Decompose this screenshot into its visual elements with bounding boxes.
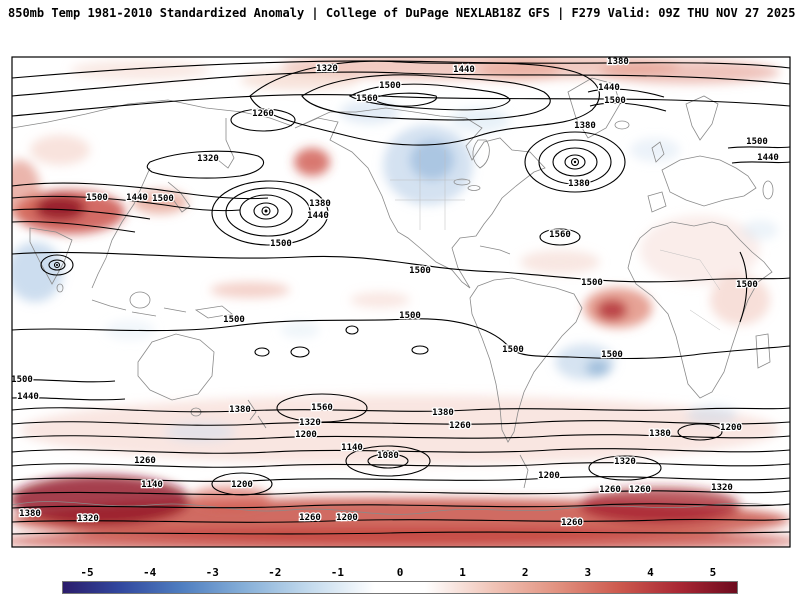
colorbar-tick-label: 0 [396, 566, 404, 579]
colorbar-tick-label: 5 [709, 566, 717, 579]
contour-label: 1320 [299, 418, 321, 428]
contour-label: 1500 [223, 315, 245, 325]
contour-label: 1500 [270, 239, 292, 249]
contour-label: 1560 [311, 403, 333, 413]
contour-labels-layer: 1320138014401500156012601440150013801320… [11, 57, 780, 529]
map-border [11, 56, 791, 548]
contour-label: 1500 [409, 266, 431, 276]
contour-label: 1260 [252, 109, 274, 119]
contour-label: 1500 [399, 311, 421, 321]
colorbar-tick-label: -3 [205, 566, 219, 579]
contour-label: 1380 [229, 405, 251, 415]
colorbar-tick-label: 1 [459, 566, 466, 579]
coastlines-layer [12, 77, 790, 515]
contour-label: 1500 [581, 278, 603, 288]
colorbar-tick-label: 2 [521, 566, 529, 579]
colorbar: -5 -4 -3 -2 -1 0 1 2 3 4 5 [62, 566, 738, 594]
contour-label: 1500 [736, 280, 758, 290]
contour-lines-layer [12, 60, 790, 535]
run-info: 18Z GFS | F279 Valid: 09Z THU NOV 27 202… [499, 6, 796, 20]
contour-label: 1200 [538, 471, 560, 481]
contour-label: 1260 [134, 456, 156, 466]
contour-label: 1440 [17, 392, 39, 402]
contour-label: 1140 [341, 443, 363, 453]
contour-label: 1500 [86, 193, 108, 203]
contour-label: 1320 [77, 514, 99, 524]
contour-label: 1440 [757, 153, 779, 163]
contour-label: 1380 [568, 179, 590, 189]
colorbar-ticks: -5 -4 -3 -2 -1 0 1 2 3 4 5 [62, 566, 738, 580]
colorbar-tick-label: -2 [268, 566, 282, 579]
contour-label: 1380 [607, 57, 629, 67]
contour-label: 1380 [309, 199, 331, 209]
contour-label: 1560 [549, 230, 571, 240]
contour-label: 1440 [453, 65, 475, 75]
contour-label: 1380 [649, 429, 671, 439]
colorbar-gradient [62, 581, 738, 594]
contour-label: 1200 [295, 430, 317, 440]
colorbar-tick-label: -4 [142, 566, 157, 579]
contour-label: 1260 [599, 485, 621, 495]
colorbar-tick-label: -1 [330, 566, 345, 579]
contour-label: 1500 [604, 96, 626, 106]
contour-label: 1500 [11, 375, 33, 385]
product-title: 850mb Temp 1981-2010 Standardized Anomal… [8, 6, 500, 20]
colorbar-tick-label: -5 [80, 566, 94, 579]
contour-label: 1200 [231, 480, 253, 490]
contour-label: 1380 [432, 408, 454, 418]
contour-label: 1260 [629, 485, 651, 495]
contour-label: 1500 [502, 345, 524, 355]
contour-label: 1200 [720, 423, 742, 433]
contour-label: 1320 [711, 483, 733, 493]
contour-label: 1260 [561, 518, 583, 528]
contour-label: 1500 [601, 350, 623, 360]
contour-label: 1500 [746, 137, 768, 147]
contour-label: 1440 [598, 83, 620, 93]
contour-label: 1320 [197, 154, 219, 164]
contour-label: 1500 [152, 194, 174, 204]
contour-label: 1200 [336, 513, 358, 523]
contour-label: 1320 [316, 64, 338, 74]
contour-label: 1260 [449, 421, 471, 431]
contour-label: 1440 [307, 211, 329, 221]
contour-label: 1260 [299, 513, 321, 523]
contour-label: 1500 [379, 81, 401, 91]
contour-label: 1440 [126, 193, 148, 203]
contour-label: 1380 [574, 121, 596, 131]
title-bar: 850mb Temp 1981-2010 Standardized Anomal… [8, 6, 796, 20]
anomaly-shading-layer [12, 57, 790, 547]
contour-label: 1140 [141, 480, 163, 490]
contour-label: 1080 [377, 451, 399, 461]
contour-label: 1320 [614, 457, 636, 467]
colorbar-tick-label: 3 [584, 566, 592, 579]
contour-label: 1380 [19, 509, 41, 519]
contour-label: 1560 [356, 94, 378, 104]
colorbar-tick-label: 4 [647, 566, 654, 579]
